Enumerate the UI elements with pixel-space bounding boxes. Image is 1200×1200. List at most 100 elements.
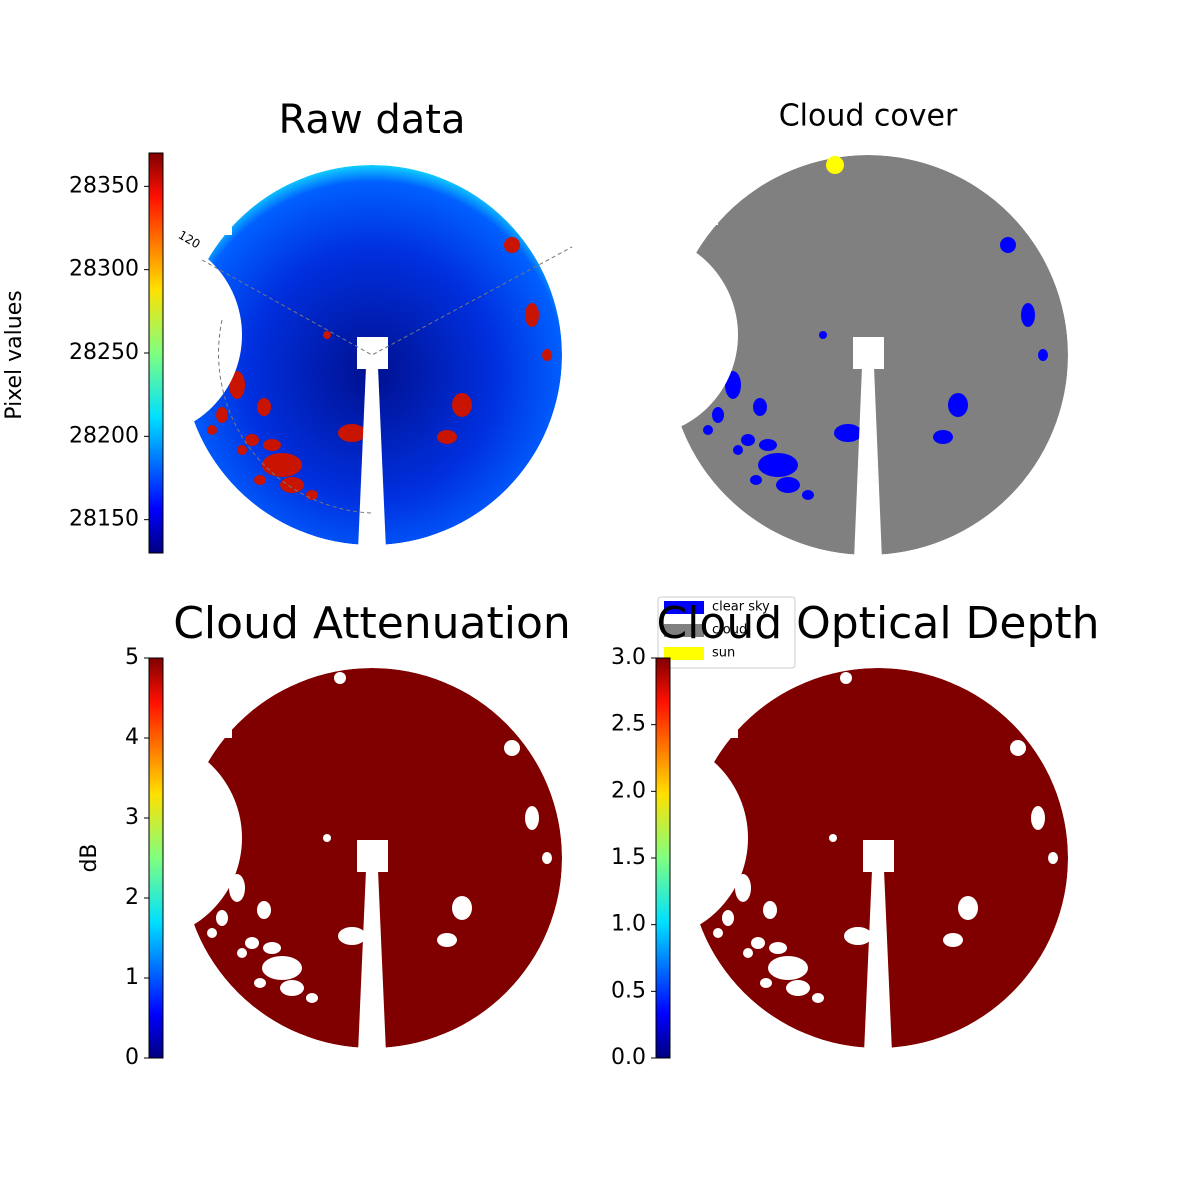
panel-title: Raw data bbox=[279, 97, 466, 143]
cloud-patch bbox=[280, 980, 304, 996]
cloud-patch bbox=[802, 490, 814, 500]
cloud-patch bbox=[722, 910, 734, 926]
panel-title: Cloud cover bbox=[779, 99, 958, 134]
legend-swatch bbox=[664, 624, 704, 637]
cloud-patch bbox=[768, 956, 808, 980]
colorbar-label: dB bbox=[77, 843, 102, 872]
cloud-patch bbox=[834, 424, 862, 442]
cloud-patch bbox=[1031, 806, 1045, 830]
cloud-patch bbox=[741, 434, 755, 446]
colorbar bbox=[655, 657, 671, 1059]
legend-label: sun bbox=[712, 646, 735, 661]
cloud-patch bbox=[1038, 349, 1048, 361]
cloud-patch bbox=[1021, 303, 1035, 327]
panel-title: Cloud Optical Depth bbox=[656, 598, 1099, 649]
cloud-patch bbox=[216, 407, 228, 423]
sky-disk bbox=[668, 155, 1068, 555]
cloud-patch bbox=[437, 430, 457, 444]
cloud-patch bbox=[254, 475, 266, 485]
cloud-patch bbox=[786, 980, 810, 996]
cloud-patch bbox=[504, 237, 520, 253]
cloud-patch bbox=[725, 371, 741, 399]
colorbar-tick-label: 5 bbox=[125, 645, 139, 670]
cloud-patch bbox=[504, 740, 520, 756]
sky-image bbox=[182, 668, 562, 1048]
cloud-patch bbox=[733, 445, 743, 455]
colorbar-label: Pixel values bbox=[2, 290, 27, 419]
cloud-patch bbox=[263, 439, 281, 451]
cloud-patch bbox=[943, 933, 963, 947]
cloud-patch bbox=[1048, 852, 1058, 864]
cloud-patch bbox=[263, 942, 281, 954]
cloud-patch bbox=[735, 874, 751, 902]
colorbar-tick-label: 28150 bbox=[69, 507, 139, 532]
cloud-patch bbox=[254, 978, 266, 988]
colorbar-tick-label: 28300 bbox=[69, 257, 139, 282]
sun-marker bbox=[840, 672, 852, 684]
panel-title: Cloud Attenuation bbox=[173, 598, 571, 649]
cloud-patch bbox=[338, 927, 366, 945]
colorbar-tick-label: 0.0 bbox=[611, 1045, 646, 1070]
cloud-patch bbox=[712, 407, 724, 423]
cloud-patch bbox=[229, 371, 245, 399]
colorbar-tick-label: 0 bbox=[125, 1045, 139, 1070]
colorbar-tick-label: 3 bbox=[125, 805, 139, 830]
colorbar bbox=[148, 657, 164, 1059]
cloud-patch bbox=[257, 901, 271, 919]
cloud-patch bbox=[948, 393, 968, 417]
cloud-patch bbox=[525, 806, 539, 830]
cloud-patch bbox=[542, 852, 552, 864]
cloud-patch bbox=[763, 901, 777, 919]
cloud-patch bbox=[216, 910, 228, 926]
sun-marker bbox=[826, 156, 844, 174]
cloud-patch bbox=[257, 398, 271, 416]
cloud-patch bbox=[958, 896, 978, 920]
cloud-patch bbox=[280, 477, 304, 493]
colorbar-tick-label: 1 bbox=[125, 965, 139, 990]
cloud-patch bbox=[262, 453, 302, 477]
cloud-patch bbox=[323, 834, 331, 842]
cloud-patch bbox=[437, 933, 457, 947]
sky-disk bbox=[182, 165, 562, 545]
cloud-patch bbox=[245, 434, 259, 446]
cloud-patch bbox=[829, 834, 837, 842]
polar-grid bbox=[201, 246, 573, 514]
colorbar-tick-label: 1.0 bbox=[611, 912, 646, 937]
legend-label: cloud bbox=[712, 623, 747, 638]
colorbar-tick-label: 2.5 bbox=[611, 712, 646, 737]
cloud-patch bbox=[306, 993, 318, 1003]
colorbar-tick-label: 3.0 bbox=[611, 645, 646, 670]
cloud-patch bbox=[713, 928, 723, 938]
sky-disk bbox=[182, 668, 562, 1048]
cloud-patch bbox=[751, 937, 765, 949]
colorbar-tick-label: 28350 bbox=[69, 173, 139, 198]
cloud-patch bbox=[753, 398, 767, 416]
sky-image bbox=[182, 165, 562, 545]
cloud-patch bbox=[1010, 740, 1026, 756]
colorbar-tick-label: 28250 bbox=[69, 340, 139, 365]
cloud-patch bbox=[759, 439, 777, 451]
cloud-patch bbox=[760, 978, 772, 988]
cloud-patch bbox=[237, 445, 247, 455]
colorbar-tick-label: 2 bbox=[125, 885, 139, 910]
cloud-patch bbox=[229, 874, 245, 902]
sun-marker bbox=[334, 672, 346, 684]
sky-disk bbox=[688, 668, 1068, 1048]
sky-image bbox=[688, 668, 1068, 1048]
cloud-patch bbox=[245, 937, 259, 949]
grid-annotation: 120 bbox=[176, 228, 203, 252]
sky-image bbox=[668, 155, 1068, 555]
legend-swatch bbox=[664, 647, 704, 660]
colorbar-tick-label: 2.0 bbox=[611, 778, 646, 803]
legend-label: clear sky bbox=[712, 600, 770, 615]
cloud-patch bbox=[207, 425, 217, 435]
cloud-patch bbox=[844, 927, 872, 945]
cloud-patch bbox=[703, 425, 713, 435]
colorbar-tick-label: 4 bbox=[125, 725, 139, 750]
cloud-patch bbox=[1000, 237, 1016, 253]
cloud-patch bbox=[750, 475, 762, 485]
cloud-patch bbox=[306, 490, 318, 500]
cloud-patch bbox=[542, 349, 552, 361]
cloud-patch bbox=[933, 430, 953, 444]
